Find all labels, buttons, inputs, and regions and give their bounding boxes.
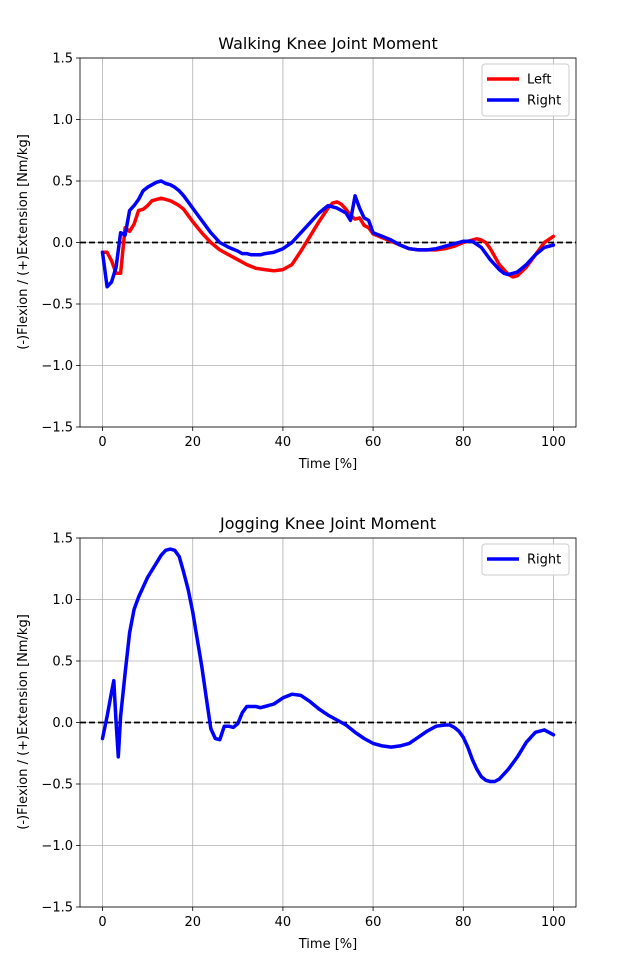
y-tick-label: −1.5 [41,421,73,436]
x-tick-label: 80 [455,435,472,450]
y-tick-label: −0.5 [41,298,73,313]
x-tick-label: 60 [365,915,382,930]
y-tick-label: −1.0 [41,359,73,374]
legend: Left Right [481,63,570,117]
x-tick-label: 100 [541,915,566,930]
y-tick-label: 1.0 [52,113,73,128]
x-tick-label: 20 [184,435,201,450]
y-tick-label: 1.0 [52,593,73,608]
y-tick-label: 0.0 [52,716,73,731]
y-tick-label: 0.5 [52,655,73,670]
axes-frame [79,537,577,908]
legend-box [481,63,570,117]
x-tick-label: 60 [365,435,382,450]
x-axis-label: Time [%] [298,937,357,952]
legend-box [481,543,570,576]
x-tick-label: 40 [275,915,292,930]
x-tick-label: 0 [98,435,106,450]
legend: Right [481,543,570,576]
chart-title: Jogging Knee Joint Moment [219,514,436,533]
legend-label: Right [527,553,561,568]
y-tick-label: −1.5 [41,901,73,916]
chart-title: Walking Knee Joint Moment [218,34,437,53]
x-tick-label: 40 [275,435,292,450]
x-tick-label: 20 [184,915,201,930]
series-line-right [100,547,556,784]
x-tick-label: 80 [455,915,472,930]
x-tick-label: 0 [98,915,106,930]
y-tick-label: 0.5 [52,175,73,190]
y-axis-label: (-)Flexion / (+)Extension [Nm/kg] [16,614,31,830]
series-line-right [100,179,556,289]
legend-label: Left [527,73,551,88]
axes-frame [79,57,577,428]
jogging-chart: Jogging Knee Joint Moment Time [%] (-)Fl… [16,514,577,952]
x-tick-label: 100 [541,435,566,450]
plot-area [80,537,576,908]
walking-chart: Walking Knee Joint Moment Time [%] (-)Fl… [16,34,577,472]
y-tick-label: 1.5 [52,532,73,547]
legend-label: Right [527,94,561,109]
y-tick-label: 1.5 [52,52,73,67]
y-tick-label: −0.5 [41,778,73,793]
y-tick-label: 0.0 [52,236,73,251]
series-line-left [100,196,556,279]
x-axis-label: Time [%] [298,457,357,472]
y-axis-label: (-)Flexion / (+)Extension [Nm/kg] [16,134,31,350]
y-tick-label: −1.0 [41,839,73,854]
